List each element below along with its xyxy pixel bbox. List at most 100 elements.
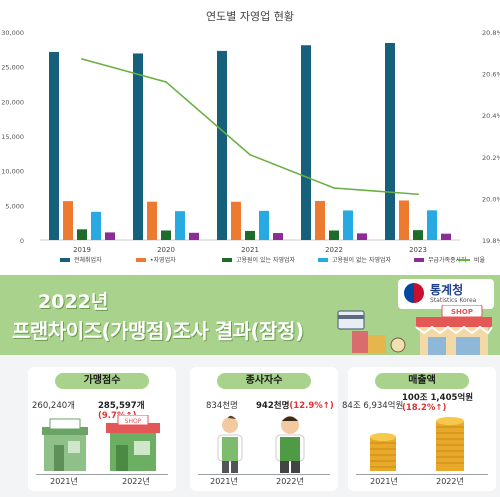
legend-label: 고용원이 없는 자영업자 bbox=[332, 256, 391, 264]
legend-label: 전체취업자 bbox=[74, 256, 102, 264]
bar-4-2022 bbox=[343, 210, 353, 240]
year-label-2022: 2022년 bbox=[436, 477, 464, 486]
taegeuk-emblem-icon bbox=[404, 283, 424, 303]
bar-1-2019 bbox=[49, 51, 59, 240]
coin-stack-icons bbox=[370, 417, 464, 471]
bar-5-2023 bbox=[441, 233, 451, 240]
ratio-point-2021 bbox=[249, 153, 251, 156]
x-tick-label: 2020 bbox=[157, 246, 175, 254]
y-tick-label: 25,000 bbox=[1, 64, 24, 72]
y2-tick-label: 20.8% bbox=[482, 29, 500, 37]
bar-3-2020 bbox=[161, 230, 171, 240]
value-2021: 84조 6,934억원 bbox=[342, 401, 404, 411]
bar-1-2021 bbox=[217, 50, 227, 241]
value-2021: 834천명 bbox=[206, 401, 238, 411]
banner-year-title: 2022년 bbox=[38, 291, 109, 313]
card-title: 가맹점수 bbox=[55, 373, 149, 389]
logo-korean-text: 통계청 bbox=[430, 283, 464, 297]
legend-swatch bbox=[414, 258, 424, 262]
year-label-2021: 2021년 bbox=[370, 477, 398, 486]
y-tick-label: 30,000 bbox=[1, 29, 24, 37]
bar-3-2019 bbox=[77, 229, 87, 240]
store-icon-2021 bbox=[42, 418, 88, 471]
bar-1-2023 bbox=[385, 42, 395, 241]
coin-stack-icon-2022 bbox=[436, 417, 464, 471]
bar-4-2020 bbox=[175, 211, 185, 240]
year-label-2021: 2021년 bbox=[210, 477, 238, 486]
value-2022: 100조 1,405억원 (18.2%↑) bbox=[402, 393, 474, 413]
x-tick-label: 2021 bbox=[241, 246, 259, 254]
card-worker-count: 종사자수 834천명 942천명(12.9%↑) 2021년 20 bbox=[190, 367, 338, 491]
year-label-2022: 2022년 bbox=[122, 477, 150, 486]
card-baseline bbox=[198, 474, 330, 475]
worker-icon-2021 bbox=[217, 415, 243, 473]
bar-3-2021 bbox=[245, 230, 255, 240]
store-icon-2022: SHOP bbox=[106, 415, 160, 471]
shopping-bag-icon bbox=[352, 331, 368, 353]
x-tick-label: 2023 bbox=[409, 246, 427, 254]
value-2022: 285,597개(9.7%↑) bbox=[98, 401, 145, 421]
y2-tick-label: 19.8% bbox=[482, 237, 500, 245]
y2-tick-label: 20.6% bbox=[482, 71, 500, 79]
bar-2-2021 bbox=[231, 201, 241, 240]
x-tick-label: 2022 bbox=[325, 246, 343, 254]
y2-tick-label: 20.0% bbox=[482, 195, 500, 203]
legend-swatch bbox=[222, 258, 232, 262]
y-tick-label: 15,000 bbox=[1, 133, 24, 141]
bar-3-2022 bbox=[329, 230, 339, 240]
change-rate: (9.7%↑) bbox=[98, 411, 137, 421]
card-baseline bbox=[356, 474, 488, 475]
ratio-point-2023 bbox=[417, 193, 419, 196]
legend-swatch bbox=[60, 258, 70, 262]
value-2022: 942천명(12.9%↑) bbox=[256, 401, 334, 411]
year-label-2022: 2022년 bbox=[276, 477, 304, 486]
bar-5-2019 bbox=[105, 232, 115, 240]
card-title: 종사자수 bbox=[217, 373, 311, 389]
logo-english-text: Statistics Korea bbox=[430, 297, 477, 304]
statistics-korea-logo: 통계청 Statistics Korea bbox=[398, 279, 494, 309]
bar-5-2020 bbox=[189, 232, 199, 240]
bar-5-2022 bbox=[357, 233, 367, 240]
ratio-point-2020 bbox=[165, 81, 167, 83]
banner-main-title: 프랜차이즈(가맹점)조사 결과(잠정) bbox=[12, 319, 304, 343]
worker-icons bbox=[217, 415, 305, 473]
store-sign-text: SHOP bbox=[125, 418, 142, 425]
bar-2-2019 bbox=[63, 201, 73, 240]
year-label-2021: 2021년 bbox=[50, 477, 78, 486]
change-rate: (18.2%↑) bbox=[402, 403, 447, 413]
legend-swatch bbox=[318, 258, 328, 262]
shop-sign-text: SHOP bbox=[451, 308, 473, 316]
bar-1-2022 bbox=[301, 45, 311, 240]
legend-label: 무급가족종사자 bbox=[428, 256, 467, 264]
y-tick-label: 0 bbox=[20, 237, 24, 245]
bar-4-2021 bbox=[259, 210, 269, 240]
results-section: 가맹점수 260,240개 285,597개(9.7%↑) SHOP 2021년… bbox=[0, 355, 500, 497]
card-store-count: 가맹점수 260,240개 285,597개(9.7%↑) SHOP 2021년… bbox=[28, 367, 176, 491]
franchise-banner: 2022년 프랜차이즈(가맹점)조사 결과(잠정) 통계청 Statistics… bbox=[0, 275, 500, 355]
bar-2-2023 bbox=[399, 200, 409, 240]
store-icons: SHOP bbox=[42, 415, 160, 471]
parcel-box-icon bbox=[368, 335, 386, 353]
card-title: 매출액 bbox=[375, 373, 469, 389]
x-tick-label: 2019 bbox=[73, 246, 91, 254]
ratio-point-2022 bbox=[333, 187, 335, 189]
y-tick-label: 5,000 bbox=[5, 202, 24, 210]
y-tick-label: 20,000 bbox=[1, 98, 24, 106]
card-sales: 매출액 84조 6,934억원 100조 1,405억원 (18.2%↑) 202… bbox=[342, 367, 496, 491]
chart-title: 연도별 자영업 현황 bbox=[206, 10, 294, 23]
legend-label: 비율 bbox=[474, 256, 486, 264]
shop-illustration: SHOP bbox=[337, 305, 493, 355]
bar-4-2019 bbox=[91, 211, 101, 240]
y2-tick-label: 20.4% bbox=[482, 112, 500, 120]
bar-4-2023 bbox=[427, 210, 437, 240]
ratio-line bbox=[81, 58, 419, 196]
bar-5-2021 bbox=[273, 233, 283, 240]
coffee-cup-icon bbox=[390, 337, 406, 353]
coin-stack-icon-2021 bbox=[370, 433, 396, 471]
self-employment-chart: 연도별 자영업 현황 0 5,000 10,000 15,000 20,000 25,000… bbox=[1, 10, 500, 264]
credit-card-icon bbox=[337, 310, 365, 330]
bar-1-2020 bbox=[133, 53, 143, 240]
value-2021: 260,240개 bbox=[32, 401, 75, 411]
y-tick-label: 10,000 bbox=[1, 168, 24, 176]
bar-3-2023 bbox=[413, 230, 423, 240]
